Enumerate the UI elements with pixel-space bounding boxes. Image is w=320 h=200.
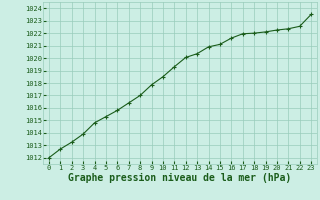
X-axis label: Graphe pression niveau de la mer (hPa): Graphe pression niveau de la mer (hPa): [68, 173, 292, 183]
